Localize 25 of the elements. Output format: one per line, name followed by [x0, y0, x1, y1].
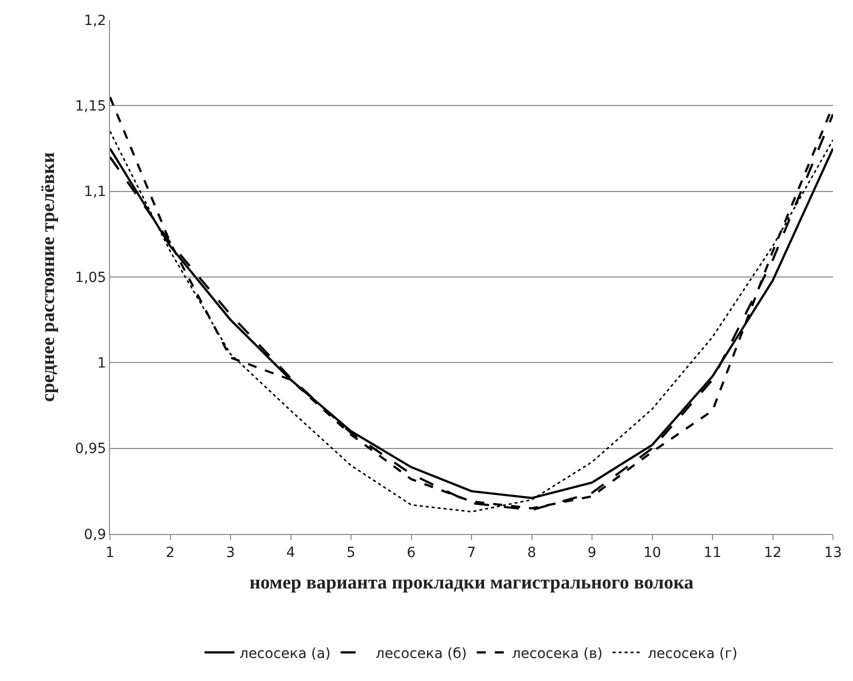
legend-label: лесосека (а) [240, 646, 331, 662]
legend-label: лесосека (в) [512, 646, 603, 662]
x-tick-label: 9 [588, 544, 596, 561]
x-tick-label: 6 [406, 544, 416, 561]
legend-label: лесосека (г) [648, 646, 738, 662]
x-tick-label: 13 [824, 544, 842, 561]
x-tick-label: 11 [704, 544, 722, 561]
y-tick-label: 1,15 [75, 98, 106, 115]
y-axis-title: среднее расстояние трелёвки [38, 152, 59, 402]
legend-label: лесосека (б) [376, 646, 467, 662]
x-tick-label: 4 [286, 544, 296, 561]
y-tick-label: 1,2 [84, 12, 106, 29]
x-tick-label: 7 [467, 544, 476, 561]
x-tick-label: 12 [764, 544, 782, 561]
y-tick-label: 1,1 [84, 184, 106, 200]
x-tick-label: 2 [166, 544, 175, 561]
x-tick-label: 3 [226, 544, 235, 561]
x-axis-title: номер варианта прокладки магистрального волока [249, 572, 694, 594]
y-tick-label: 1 [97, 356, 106, 372]
x-tick-label: 10 [643, 544, 662, 561]
y-tick-label: 0,95 [75, 441, 106, 458]
y-tick-label: 1,05 [75, 270, 106, 286]
y-tick-label: 0,9 [84, 526, 106, 543]
x-tick-label: 8 [527, 544, 536, 561]
x-tick-label: 5 [346, 544, 356, 561]
